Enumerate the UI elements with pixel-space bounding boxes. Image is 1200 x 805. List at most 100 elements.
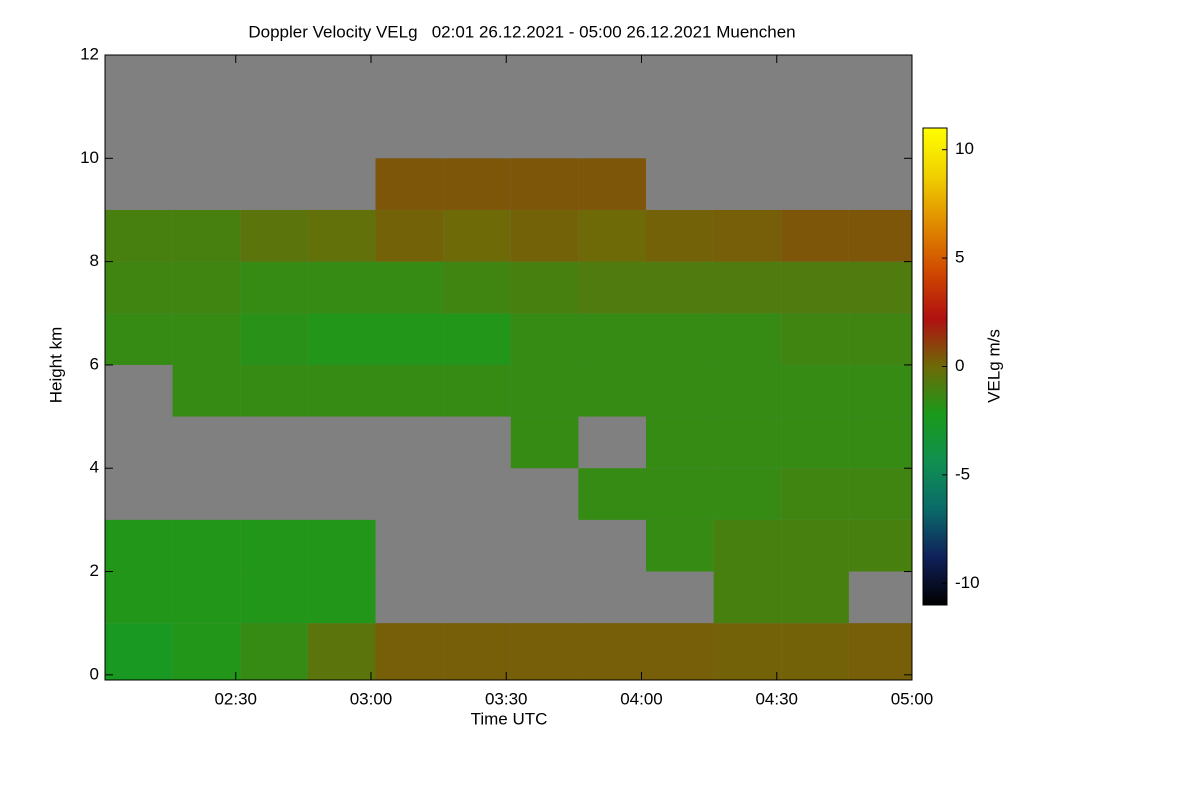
heatmap-cell — [105, 313, 173, 365]
x-tick-label: 02:30 — [214, 689, 257, 708]
heatmap-cell — [646, 519, 714, 572]
heatmap-cell — [307, 209, 376, 262]
heatmap-cell — [105, 209, 173, 262]
colorbar-tick-label: -10 — [955, 573, 980, 592]
colorbar-tick-label: 0 — [955, 356, 964, 375]
heatmap-cell — [510, 158, 579, 210]
heatmap-cell — [713, 623, 782, 680]
heatmap-cell — [578, 468, 647, 520]
heatmap-cell — [240, 364, 308, 417]
heatmap-cell — [172, 519, 241, 572]
x-tick-label: 03:30 — [485, 689, 528, 708]
y-tick-label: 6 — [90, 354, 99, 373]
heatmap-cell — [848, 468, 912, 520]
chart-title: Doppler Velocity VELg 02:01 26.12.2021 -… — [248, 22, 795, 41]
y-tick-label: 4 — [90, 458, 99, 477]
heatmap-cell — [105, 261, 173, 314]
heatmap-cell — [307, 571, 376, 624]
heatmap-cell — [646, 364, 714, 417]
heatmap-cell — [510, 261, 579, 314]
heatmap-cell — [240, 571, 308, 624]
heatmap-cell — [105, 571, 173, 624]
heatmap-cell — [848, 364, 912, 417]
heatmap-cell — [713, 364, 782, 417]
x-tick-label: 03:00 — [350, 689, 393, 708]
heatmap-cell — [781, 364, 849, 417]
heatmap-cell — [713, 209, 782, 262]
x-axis-label: Time UTC — [471, 709, 548, 728]
colorbar-tick-label: 10 — [955, 139, 974, 158]
heatmap-cell — [848, 209, 912, 262]
heatmap-cell — [443, 623, 511, 680]
heatmap-cell — [781, 209, 849, 262]
y-tick-label: 10 — [80, 148, 99, 167]
heatmap-cell — [443, 209, 511, 262]
x-tick-label: 04:30 — [755, 689, 798, 708]
y-tick-label: 0 — [90, 664, 99, 683]
heatmap-cell — [172, 623, 241, 680]
heatmap-cell — [172, 209, 241, 262]
heatmap-cell — [510, 313, 579, 365]
heatmap-cell — [781, 261, 849, 314]
heatmap-cell — [375, 261, 444, 314]
heatmap-cell — [713, 416, 782, 469]
heatmap-cell — [848, 519, 912, 572]
y-tick-label: 8 — [90, 251, 99, 270]
heatmap-cell — [713, 261, 782, 314]
heatmap-cell — [510, 364, 579, 417]
heatmap-cell — [443, 364, 511, 417]
heatmap-cell — [646, 313, 714, 365]
heatmap-cell — [307, 261, 376, 314]
x-tick-label: 04:00 — [620, 689, 663, 708]
heatmap-cell — [375, 623, 444, 680]
heatmap-cell — [713, 468, 782, 520]
heatmap-cell — [781, 519, 849, 572]
heatmap-cell — [578, 313, 647, 365]
heatmap-cell — [375, 209, 444, 262]
y-tick-label: 2 — [90, 561, 99, 580]
heatmap-cell — [578, 261, 647, 314]
colorbar-label: VELg m/s — [984, 329, 1003, 403]
heatmap-cell — [713, 519, 782, 572]
y-axis-label: Height km — [46, 327, 65, 404]
heatmap-cell — [307, 519, 376, 572]
heatmap-cell — [307, 313, 376, 365]
plot-frame — [104, 54, 913, 681]
heatmap-cell — [781, 468, 849, 520]
heatmap-cell — [172, 261, 241, 314]
heatmap-cell — [713, 571, 782, 624]
heatmap-cell — [781, 571, 849, 624]
heatmap-cell — [848, 416, 912, 469]
heatmap-cell — [510, 416, 579, 469]
heatmap-cell — [105, 623, 173, 680]
heatmap-cell — [240, 261, 308, 314]
heatmap-cell — [578, 364, 647, 417]
heatmap-cell — [646, 416, 714, 469]
heatmap-cell — [578, 209, 647, 262]
heatmap-cell — [172, 313, 241, 365]
heatmap-cell — [510, 623, 579, 680]
heatmap-cell — [375, 364, 444, 417]
heatmap-cell — [240, 519, 308, 572]
heatmap-cell — [443, 261, 511, 314]
heatmap-cell — [848, 623, 912, 680]
heatmap-cell — [781, 623, 849, 680]
heatmap-cell — [307, 364, 376, 417]
heatmap-cell — [848, 261, 912, 314]
heatmap-cell — [443, 158, 511, 210]
heatmap-cell — [646, 209, 714, 262]
heatmap-cell — [172, 364, 241, 417]
heatmap-cell — [848, 313, 912, 365]
heatmap-cell — [713, 313, 782, 365]
heatmap-cell — [646, 468, 714, 520]
colorbar-tick-label: -5 — [955, 464, 970, 483]
heatmap-cell — [510, 209, 579, 262]
y-tick-label: 12 — [80, 44, 99, 63]
heatmap-cell — [781, 313, 849, 365]
colorbar-tick-label: 5 — [955, 248, 964, 267]
heatmap-cell — [240, 313, 308, 365]
heatmap-cell — [105, 519, 173, 572]
heatmap-cell — [646, 623, 714, 680]
x-tick-label: 05:00 — [891, 689, 934, 708]
